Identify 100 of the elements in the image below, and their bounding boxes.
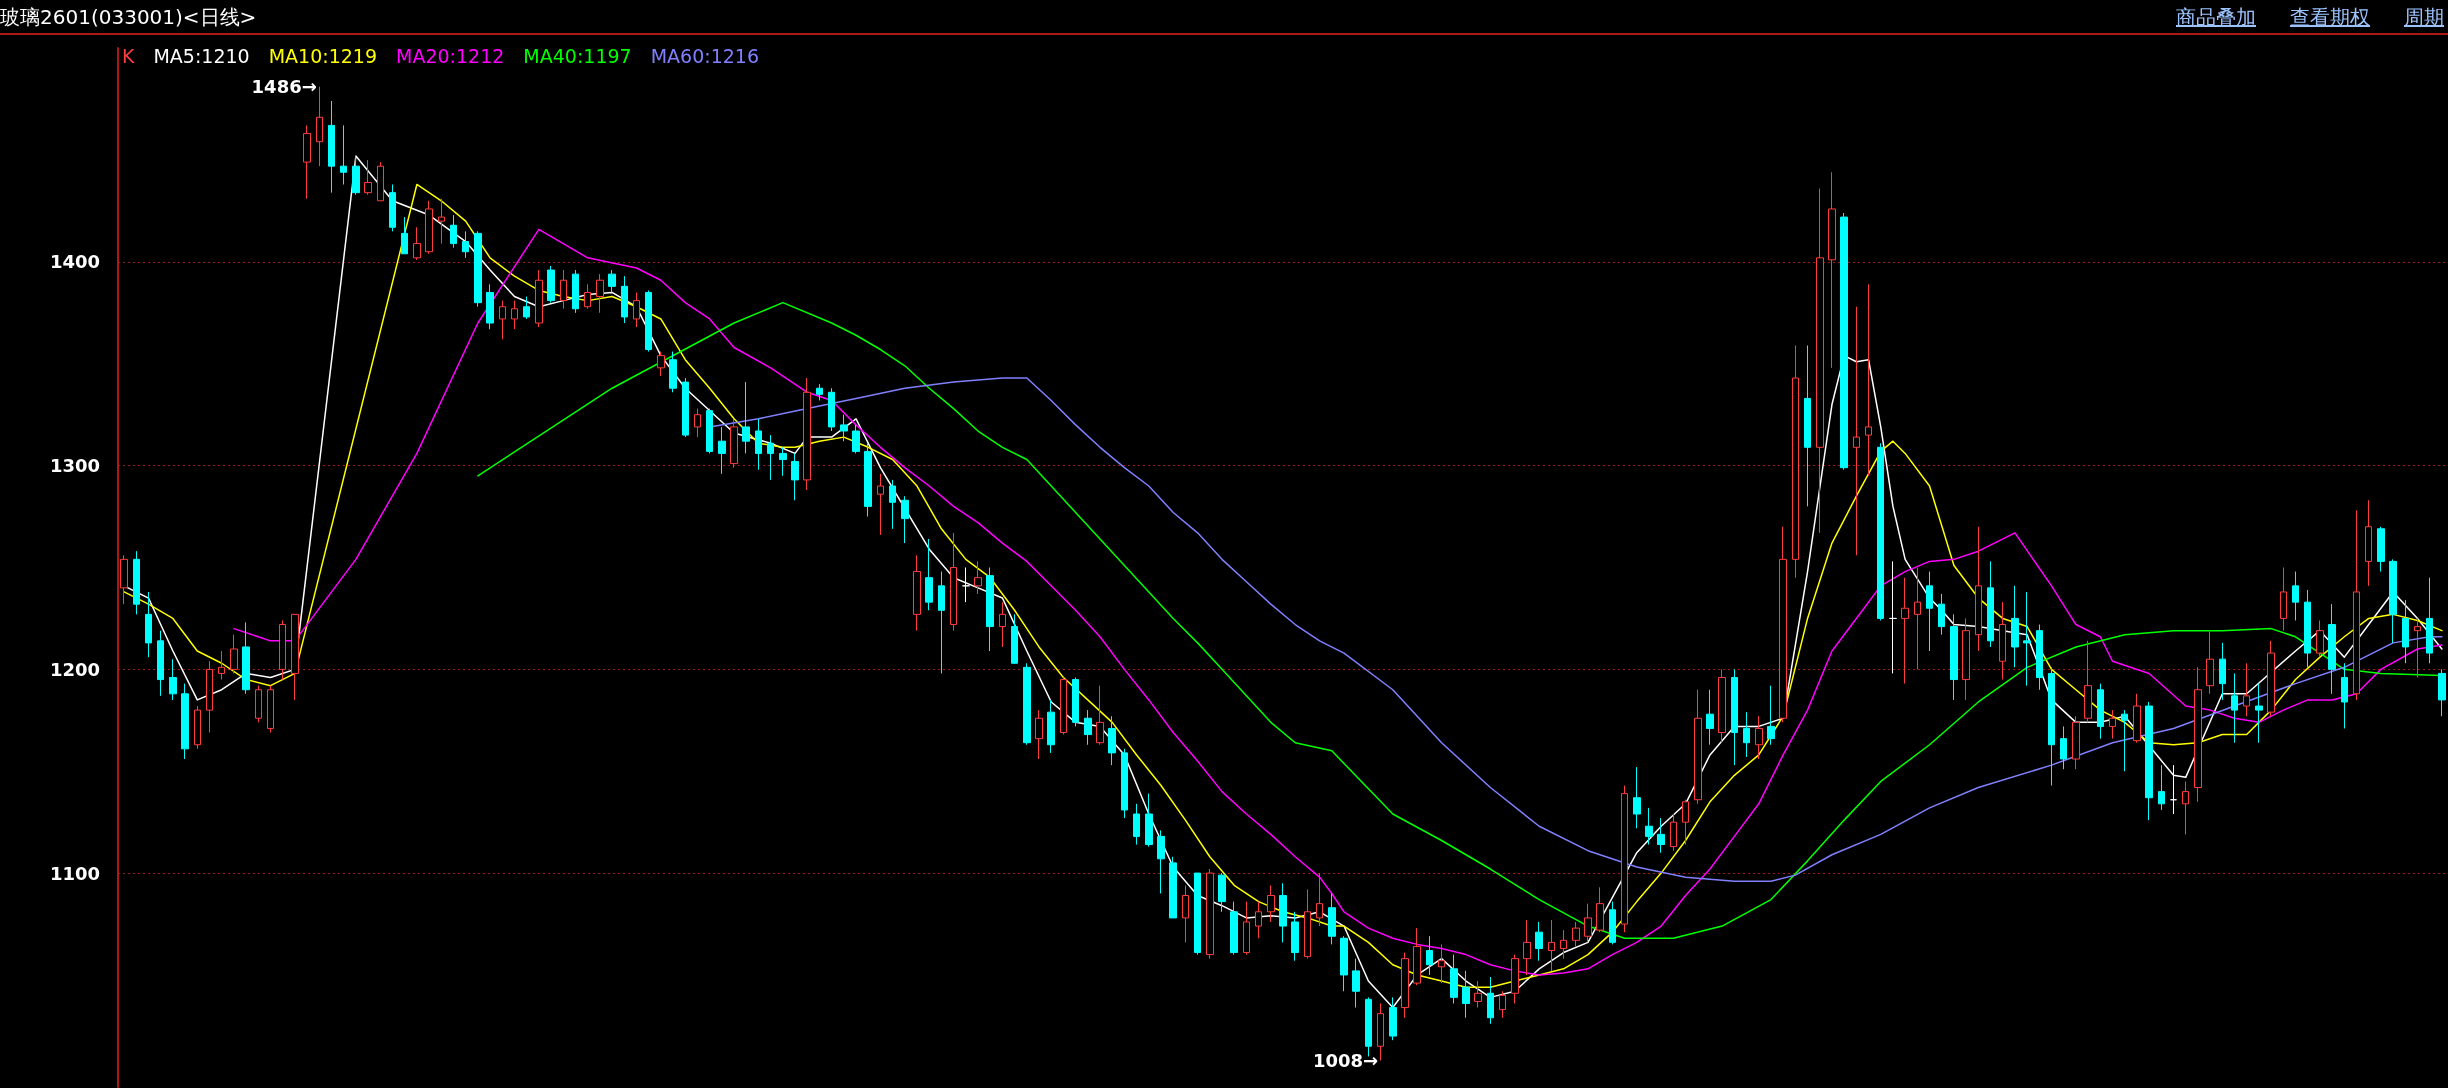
- candlestick: [279, 619, 286, 681]
- candlestick: [767, 434, 774, 481]
- text: MA10:1219: [268, 44, 378, 67]
- candlestick: [1804, 344, 1811, 507]
- candlestick: [938, 571, 945, 674]
- candlestick: [1853, 306, 1860, 556]
- candlestick: [669, 351, 677, 393]
- candlestick: [364, 159, 372, 196]
- candlestick: [2170, 764, 2177, 815]
- candlestick: [2011, 585, 2019, 668]
- candlestick: [1047, 699, 1055, 754]
- candlestick: [877, 473, 884, 536]
- candlestick: [1023, 662, 1031, 746]
- candlestick: [1914, 567, 1921, 670]
- candlestick: [2280, 567, 2287, 632]
- candlestick: [303, 124, 311, 200]
- candlestick: [1755, 715, 1763, 760]
- candlestick: [584, 283, 591, 310]
- candlestick: [1121, 748, 1128, 819]
- candlestick: [401, 216, 408, 255]
- candlestick: [2377, 526, 2385, 573]
- candlestick: [1840, 212, 1848, 471]
- candlestick: [1621, 784, 1628, 933]
- candlestick: [596, 273, 604, 314]
- candlestick: [1792, 344, 1799, 579]
- candlestick: [1560, 929, 1567, 960]
- text: MA5:1210: [153, 44, 250, 67]
- candlestick: [633, 291, 640, 328]
- candlestick: [1999, 601, 2006, 681]
- candlestick: [1487, 976, 1494, 1025]
- candlestick: [2158, 764, 2165, 811]
- candlestick: [1657, 817, 1665, 854]
- candlestick: [1304, 888, 1311, 960]
- candlestick: [1462, 970, 1470, 1019]
- candlestick: [206, 660, 213, 734]
- candlestick: [1767, 685, 1775, 746]
- candlestick: [2414, 617, 2421, 679]
- candlestick: [1584, 903, 1592, 943]
- candlestick: [145, 591, 152, 658]
- candlestick: [2328, 603, 2336, 695]
- candlestick: [291, 613, 299, 701]
- candlestick: [1377, 1002, 1384, 1062]
- candlestick: [352, 155, 360, 196]
- candlestick: [1926, 571, 1933, 652]
- candlestick: [1596, 886, 1604, 933]
- candlestick: [1682, 799, 1689, 846]
- candlestick: [1157, 829, 1165, 894]
- candlestick: [2426, 577, 2433, 664]
- candlestick: [1474, 980, 1482, 1009]
- candlestick: [474, 230, 482, 308]
- candlestick: [1401, 952, 1409, 1019]
- candlestick: [1706, 689, 1714, 746]
- candlestick: [1962, 617, 1970, 701]
- candlestick: [1169, 856, 1177, 919]
- candlestick: [608, 269, 616, 293]
- candlestick: [682, 377, 689, 438]
- candlestick: [2365, 499, 2372, 587]
- candlestick: [181, 683, 189, 760]
- candlestick: [1523, 919, 1531, 976]
- text: MA20:1212: [396, 44, 505, 67]
- candlestick: [2267, 640, 2275, 717]
- candlestick: [2341, 662, 2348, 729]
- candlestick: [840, 414, 848, 442]
- candlestick: [962, 567, 970, 603]
- y-tick-label: 1300: [49, 455, 100, 477]
- candlestick: [255, 685, 262, 723]
- candlestick: [1938, 593, 1945, 636]
- candlestick: [1133, 803, 1140, 846]
- chart-title: 玻璃2601(033001)<日线>: [0, 4, 257, 31]
- candlestick: [157, 630, 164, 697]
- candlestick: [950, 532, 957, 632]
- candlestick: [1011, 613, 1018, 664]
- candlestick: [2316, 619, 2324, 658]
- candlestick: [511, 300, 518, 330]
- candlestick: [425, 200, 433, 255]
- candlestick: [2438, 668, 2446, 717]
- candlestick: [2072, 715, 2080, 770]
- candlestick: [1548, 919, 1555, 972]
- candlestick: [1243, 901, 1250, 956]
- candlestick: [1633, 766, 1641, 829]
- candlestick: [486, 283, 494, 330]
- candlestick: [2255, 683, 2263, 744]
- candlestick: [1413, 927, 1421, 986]
- candlestick: [2402, 599, 2409, 664]
- candlestick: [1279, 882, 1287, 943]
- candlestick: [1267, 884, 1275, 923]
- candlestick: [1316, 872, 1323, 927]
- candlestick: [1096, 685, 1104, 746]
- candlestick: [560, 269, 567, 310]
- candlestick: [694, 408, 701, 438]
- candlestick: [889, 479, 896, 530]
- candlestick: [547, 265, 555, 304]
- candlestick: [328, 100, 335, 194]
- candlestick: [1572, 921, 1580, 947]
- candlestick: [1450, 954, 1458, 1004]
- candlestick: [389, 184, 396, 232]
- candlestick: [1438, 943, 1445, 984]
- candlestick: [852, 424, 860, 454]
- candlestick: [133, 550, 140, 615]
- candlestick: [450, 214, 457, 249]
